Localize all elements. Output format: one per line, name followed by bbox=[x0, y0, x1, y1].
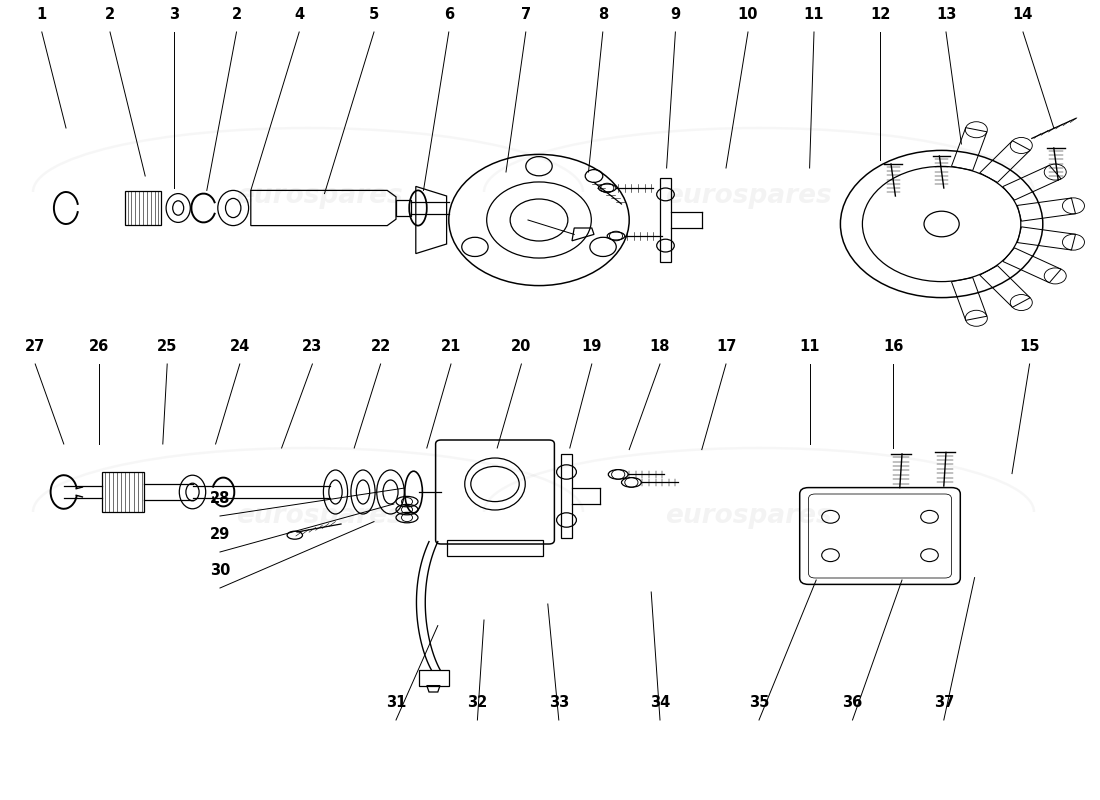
Text: 18: 18 bbox=[650, 339, 670, 354]
Text: 36: 36 bbox=[843, 695, 862, 710]
Text: 4: 4 bbox=[294, 7, 305, 22]
Text: 22: 22 bbox=[371, 339, 390, 354]
Text: 11: 11 bbox=[800, 339, 820, 354]
Text: 23: 23 bbox=[302, 339, 322, 354]
Text: 5: 5 bbox=[368, 7, 379, 22]
Text: 8: 8 bbox=[597, 7, 608, 22]
Text: 15: 15 bbox=[1020, 339, 1040, 354]
Text: 16: 16 bbox=[883, 339, 903, 354]
Text: 2: 2 bbox=[104, 7, 116, 22]
Text: eurospares: eurospares bbox=[235, 183, 403, 209]
Text: 34: 34 bbox=[650, 695, 670, 710]
Text: 2: 2 bbox=[231, 7, 242, 22]
Text: 26: 26 bbox=[89, 339, 109, 354]
Text: 24: 24 bbox=[230, 339, 250, 354]
Text: 20: 20 bbox=[512, 339, 531, 354]
Text: 30: 30 bbox=[210, 563, 230, 578]
Text: 35: 35 bbox=[749, 695, 769, 710]
Text: 7: 7 bbox=[520, 7, 531, 22]
Text: 27: 27 bbox=[25, 339, 45, 354]
Text: 32: 32 bbox=[468, 695, 487, 710]
Text: 28: 28 bbox=[210, 491, 230, 506]
Text: 19: 19 bbox=[582, 339, 602, 354]
Text: 21: 21 bbox=[441, 339, 461, 354]
Text: 6: 6 bbox=[443, 7, 454, 22]
Text: 25: 25 bbox=[157, 339, 177, 354]
Text: 37: 37 bbox=[934, 695, 954, 710]
Text: 31: 31 bbox=[386, 695, 406, 710]
Text: 11: 11 bbox=[804, 7, 824, 22]
Text: eurospares: eurospares bbox=[235, 503, 403, 529]
Text: 3: 3 bbox=[168, 7, 179, 22]
Text: 14: 14 bbox=[1013, 7, 1033, 22]
Text: 12: 12 bbox=[870, 7, 890, 22]
Text: 17: 17 bbox=[716, 339, 736, 354]
Text: 10: 10 bbox=[738, 7, 758, 22]
Text: 29: 29 bbox=[210, 527, 230, 542]
Text: 9: 9 bbox=[670, 7, 681, 22]
Text: 33: 33 bbox=[549, 695, 569, 710]
Text: eurospares: eurospares bbox=[664, 503, 832, 529]
Text: eurospares: eurospares bbox=[664, 183, 832, 209]
Text: 13: 13 bbox=[936, 7, 956, 22]
Text: 1: 1 bbox=[36, 7, 47, 22]
